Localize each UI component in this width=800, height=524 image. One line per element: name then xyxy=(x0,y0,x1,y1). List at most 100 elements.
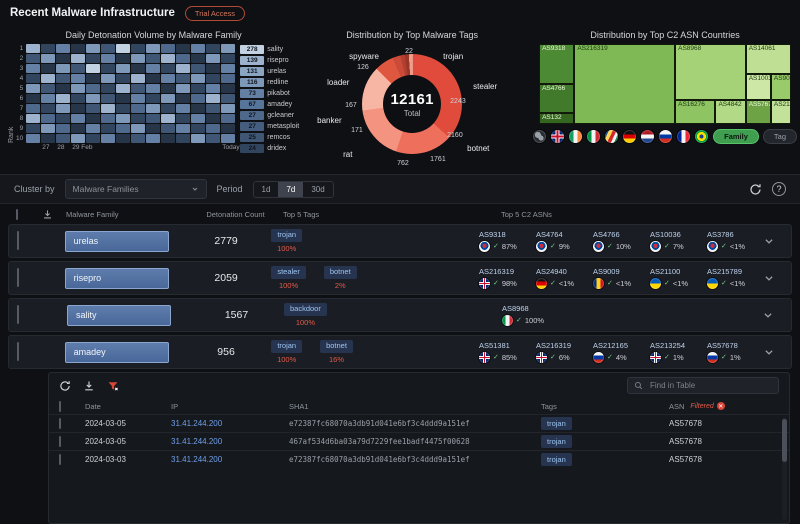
export-button[interactable] xyxy=(42,209,66,220)
row-checkbox[interactable] xyxy=(59,418,61,429)
tag-chip[interactable]: botnet xyxy=(320,340,353,353)
heatmap-cell[interactable] xyxy=(191,114,206,123)
heatmap-cell[interactable] xyxy=(41,94,56,103)
heatmap-cell[interactable] xyxy=(56,134,71,143)
asn-code[interactable]: AS24940 xyxy=(535,267,567,276)
table-row[interactable]: urelas 2779 trojan 100% AS9318 ✓ 87% AS4764 ✓ 9% A… xyxy=(8,224,792,258)
heatmap-cell[interactable] xyxy=(41,44,56,53)
heatmap-cell[interactable] xyxy=(101,44,116,53)
heatmap-cell[interactable] xyxy=(146,104,161,113)
family-toggle-button[interactable]: Family xyxy=(713,129,759,144)
help-button[interactable]: ? xyxy=(772,182,786,196)
asn-code[interactable]: AS57678 xyxy=(706,341,738,350)
heatmap-cell[interactable] xyxy=(56,114,71,123)
heatmap-cell[interactable] xyxy=(71,94,86,103)
heatmap-cell[interactable] xyxy=(86,44,101,53)
heatmap-cell[interactable] xyxy=(221,74,236,83)
heatmap-cell[interactable] xyxy=(101,134,116,143)
donut-ring[interactable] xyxy=(362,54,463,154)
heatmap-cell[interactable] xyxy=(131,74,146,83)
heatmap-cell[interactable] xyxy=(176,44,191,53)
treemap-cell[interactable]: AS132 xyxy=(539,112,575,124)
heatmap-cell[interactable] xyxy=(41,104,56,113)
un-flag-icon[interactable] xyxy=(533,130,547,143)
col-header-date[interactable]: Date xyxy=(85,401,101,411)
heatmap-cell[interactable] xyxy=(176,54,191,63)
tag-chip[interactable]: stealer xyxy=(271,266,306,279)
heatmap-cell[interactable] xyxy=(146,134,161,143)
detail-scrollbar[interactable] xyxy=(782,417,787,520)
heatmap-cell[interactable] xyxy=(221,54,236,63)
asn-code[interactable]: AS9318 xyxy=(478,230,506,239)
sha1-hash[interactable]: e72387fc68070a3db91d041e6bf3c4ddd9a151ef xyxy=(289,455,470,464)
heatmap-cell[interactable] xyxy=(101,124,116,133)
detail-table-row[interactable]: 2024-03-05 31.41.244.200 467af534d6ba03a79… xyxy=(49,432,789,450)
heatmap-cell[interactable] xyxy=(221,124,236,133)
expand-row-button[interactable] xyxy=(764,347,783,357)
table-row[interactable]: risepro 2059 stealer 100% botnet 2% AS216319 ✓ 9… xyxy=(8,261,792,295)
heatmap-cell[interactable] xyxy=(146,54,161,63)
heatmap-cell[interactable] xyxy=(161,104,176,113)
asn-code[interactable]: AS4764 xyxy=(535,230,563,239)
treemap-cell[interactable]: AS10036 xyxy=(745,74,771,100)
period-option-1d[interactable]: 1d xyxy=(254,182,279,197)
tag-chip[interactable]: trojan xyxy=(541,452,572,466)
heatmap-grid[interactable] xyxy=(26,44,236,143)
trial-access-badge[interactable]: Trial Access xyxy=(184,5,246,21)
heatmap-cell[interactable] xyxy=(221,84,236,93)
heatmap-cell[interactable] xyxy=(56,44,71,53)
treemap-cell[interactable]: AS21100 xyxy=(770,100,792,124)
heatmap-cell[interactable] xyxy=(191,54,206,63)
legend-item[interactable]: 131 urelas xyxy=(240,66,299,76)
heatmap-cell[interactable] xyxy=(71,104,86,113)
heatmap-cell[interactable] xyxy=(116,94,131,103)
search-input[interactable] xyxy=(648,380,768,391)
heatmap-cell[interactable] xyxy=(101,84,116,93)
heatmap-cell[interactable] xyxy=(101,64,116,73)
heatmap-cell[interactable] xyxy=(161,124,176,133)
heatmap-cell[interactable] xyxy=(41,84,56,93)
heatmap-cell[interactable] xyxy=(131,44,146,53)
heatmap-cell[interactable] xyxy=(86,64,101,73)
heatmap-cell[interactable] xyxy=(86,114,101,123)
heatmap-cell[interactable] xyxy=(221,44,236,53)
tag-chip[interactable]: trojan xyxy=(271,229,303,242)
treemap-cell[interactable]: AS9009 xyxy=(770,74,792,100)
legend-item[interactable]: 67 amadey xyxy=(240,99,299,109)
asn-code[interactable]: AS212165 xyxy=(592,341,628,350)
heatmap-cell[interactable] xyxy=(191,124,206,133)
heatmap-cell[interactable] xyxy=(101,114,116,123)
heatmap-cell[interactable] xyxy=(26,114,41,123)
col-header-detail-tags[interactable]: Tags xyxy=(541,401,557,411)
heatmap-cell[interactable] xyxy=(176,94,191,103)
treemap-cell[interactable]: AS4842 xyxy=(715,100,746,124)
legend-item[interactable]: 25 remcos xyxy=(240,132,299,142)
heatmap-cell[interactable] xyxy=(86,74,101,83)
heatmap-cell[interactable] xyxy=(161,134,176,143)
treemap-chart[interactable]: AS9318 AS4766 AS132 AS216319 AS8968 AS14061 AS… xyxy=(539,44,792,124)
heatmap-cell[interactable] xyxy=(26,124,41,133)
heatmap-cell[interactable] xyxy=(161,84,176,93)
heatmap-cell[interactable] xyxy=(86,84,101,93)
ip-link[interactable]: 31.41.244.200 xyxy=(171,419,223,428)
heatmap-cell[interactable] xyxy=(206,134,221,143)
heatmap-cell[interactable] xyxy=(131,104,146,113)
col-header-asn[interactable]: ASN xyxy=(669,401,685,411)
heatmap-cell[interactable] xyxy=(131,94,146,103)
heatmap-cell[interactable] xyxy=(71,134,86,143)
heatmap-cell[interactable] xyxy=(161,114,176,123)
heatmap-cell[interactable] xyxy=(221,64,236,73)
heatmap-cell[interactable] xyxy=(71,74,86,83)
heatmap-cell[interactable] xyxy=(176,74,191,83)
filtered-indicator[interactable]: Filtered ✕ xyxy=(690,402,725,410)
heatmap-cell[interactable] xyxy=(146,64,161,73)
heatmap-cell[interactable] xyxy=(116,64,131,73)
heatmap-cell[interactable] xyxy=(206,114,221,123)
heatmap-cell[interactable] xyxy=(116,44,131,53)
scrollbar-thumb[interactable] xyxy=(782,419,787,463)
row-checkbox[interactable] xyxy=(17,268,19,287)
col-header-count[interactable]: Detonation Count xyxy=(206,209,265,219)
heatmap-cell[interactable] xyxy=(206,124,221,133)
heatmap-cell[interactable] xyxy=(206,64,221,73)
heatmap-cell[interactable] xyxy=(176,114,191,123)
